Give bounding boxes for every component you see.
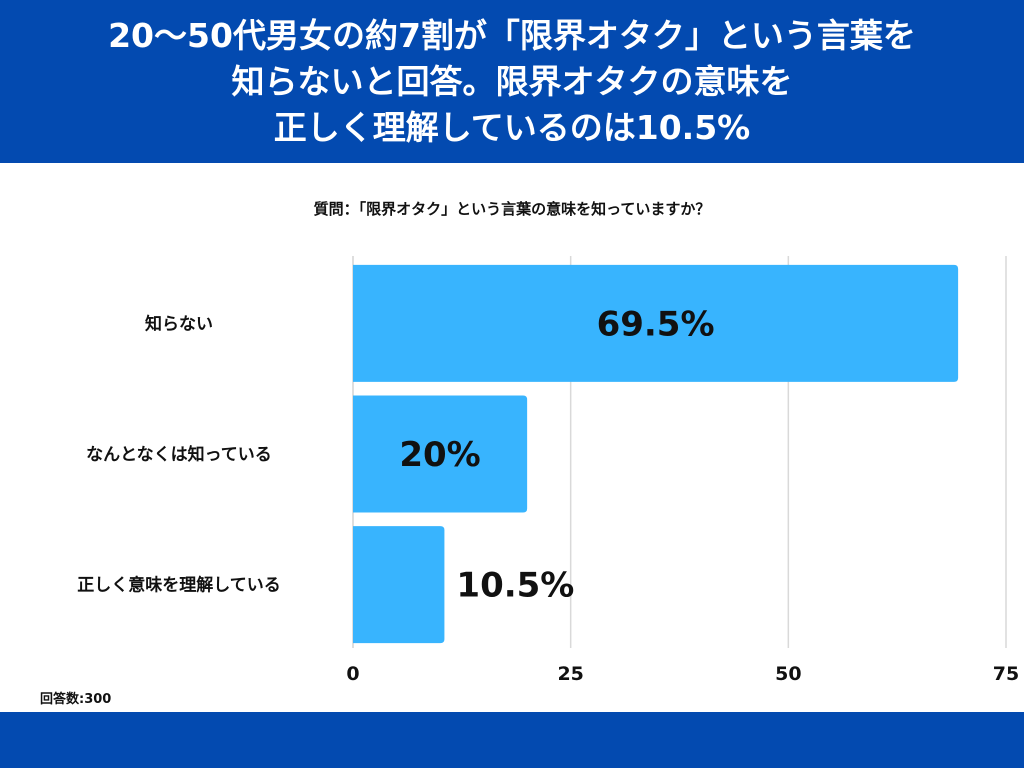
data-label-1: 20% — [399, 435, 480, 475]
data-label-0: 69.5% — [597, 304, 715, 344]
x-tick-label-0: 0 — [346, 663, 359, 685]
category-label-2: 正しく意味を理解している — [77, 575, 281, 596]
bars — [353, 264, 959, 644]
footer-bar — [0, 712, 1024, 768]
data-label-2: 10.5% — [456, 566, 574, 606]
category-label-0: 知らない — [144, 313, 213, 334]
headline-line-3: 正しく理解しているのは10.5% — [273, 107, 751, 147]
category-label-1: なんとなくは知っている — [86, 444, 272, 465]
x-tick-label-2: 50 — [775, 663, 801, 685]
chart-title: 質問：「限界オタク」という言葉の意味を知っていますか？ — [313, 200, 711, 218]
respondent-count: 回答数:300 — [40, 692, 112, 707]
bar-chart: 0 25 50 75 知らない 69.5% なんとなくは知っている 20% 正しく意味を理解して… — [77, 256, 1019, 685]
bar-0 — [353, 264, 959, 382]
header-banner: 20〜50代男女の約7割が「限界オタク」という言葉を 知らないと回答。限界オタク… — [0, 0, 1024, 163]
headline-line-2: 知らないと回答。限界オタクの意味を — [231, 61, 793, 101]
bar-2 — [353, 526, 445, 644]
labels: 0 25 50 75 知らない 69.5% なんとなくは知っている 20% 正しく意味を理解して… — [77, 304, 1019, 685]
x-tick-label-3: 75 — [993, 663, 1019, 685]
headline-line-1: 20〜50代男女の約7割が「限界オタク」という言葉を — [108, 15, 916, 55]
bar-1 — [353, 395, 528, 513]
x-tick-label-1: 25 — [557, 663, 583, 685]
